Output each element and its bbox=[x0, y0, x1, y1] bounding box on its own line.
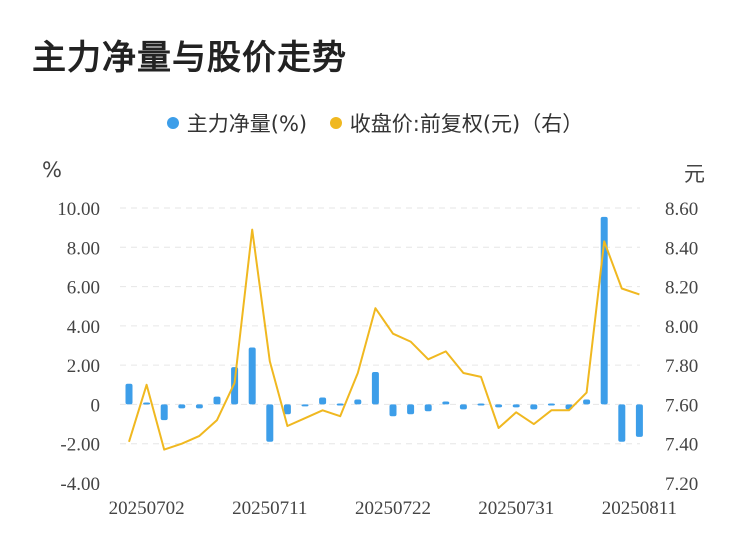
y-right-tick-label: 7.80 bbox=[665, 356, 698, 377]
net-volume-bar bbox=[389, 404, 397, 417]
net-volume-bar bbox=[143, 402, 151, 405]
y-left-tick-label: 4.00 bbox=[67, 317, 100, 338]
net-volume-bar bbox=[160, 404, 168, 421]
net-volume-bar bbox=[547, 403, 555, 406]
y-left-tick-label: -2.00 bbox=[60, 435, 100, 456]
close-price-line bbox=[128, 228, 640, 451]
y-left-tick-label: 0 bbox=[91, 395, 101, 416]
legend-label-close-price: 收盘价:前复权(元)（右） bbox=[349, 112, 584, 136]
y-right-tick-label: 8.20 bbox=[665, 278, 698, 299]
chart-title: 主力净量与股价走势 bbox=[32, 38, 347, 78]
left-axis-unit: % bbox=[42, 158, 62, 182]
x-tick-label: 20250702 bbox=[109, 498, 185, 519]
net-volume-bar bbox=[283, 404, 291, 415]
y-right-tick-label: 8.60 bbox=[665, 199, 698, 220]
y-left-tick-label: 6.00 bbox=[67, 278, 100, 299]
net-volume-bar bbox=[442, 401, 450, 405]
net-volume-bar bbox=[512, 404, 520, 408]
x-tick-label: 20250811 bbox=[602, 498, 677, 519]
net-volume-bar bbox=[336, 403, 344, 406]
y-right-tick-label: 7.60 bbox=[665, 395, 698, 416]
net-volume-bar bbox=[319, 397, 327, 405]
right-axis-unit: 元 bbox=[684, 162, 705, 186]
net-volume-bar bbox=[213, 396, 221, 405]
net-volume-bar bbox=[530, 404, 538, 410]
y-left-tick-label: 2.00 bbox=[67, 356, 100, 377]
x-tick-label: 20250722 bbox=[355, 498, 431, 519]
net-volume-bar bbox=[424, 404, 432, 412]
x-tick-label: 20250711 bbox=[232, 498, 307, 519]
net-volume-bar bbox=[583, 399, 591, 405]
net-volume-bar bbox=[371, 372, 379, 405]
legend-label-net-volume: 主力净量(%) bbox=[186, 112, 308, 136]
net-volume-bar bbox=[178, 404, 186, 409]
net-volume-bar bbox=[495, 404, 503, 408]
chart-legend: 主力净量(%) 收盘价:前复权(元)（右） bbox=[0, 108, 750, 138]
net-volume-bar bbox=[248, 347, 256, 405]
legend-item-close-price[interactable]: 收盘价:前复权(元)（右） bbox=[329, 108, 584, 138]
x-tick-label: 20250731 bbox=[478, 498, 554, 519]
net-volume-bar bbox=[477, 403, 485, 406]
net-volume-bar bbox=[266, 404, 274, 442]
legend-dot-line-icon bbox=[329, 117, 342, 129]
y-right-tick-label: 8.40 bbox=[665, 238, 698, 259]
y-left-tick-label: 8.00 bbox=[67, 238, 100, 259]
y-left-tick-label: 10.00 bbox=[57, 199, 100, 220]
y-right-tick-label: 7.20 bbox=[665, 474, 698, 495]
net-volume-bar bbox=[407, 404, 415, 415]
net-volume-bar bbox=[125, 383, 133, 405]
y-right-tick-label: 8.00 bbox=[665, 317, 698, 338]
net-volume-bar bbox=[231, 367, 239, 405]
net-volume-bar bbox=[301, 404, 309, 407]
net-volume-bar bbox=[459, 404, 467, 410]
net-volume-bar bbox=[618, 404, 626, 442]
net-volume-bar bbox=[635, 404, 643, 437]
net-volume-bar bbox=[354, 399, 362, 405]
legend-item-net-volume[interactable]: 主力净量(%) bbox=[166, 108, 308, 138]
y-left-tick-label: -4.00 bbox=[60, 474, 100, 495]
legend-dot-bar-icon bbox=[166, 117, 179, 129]
y-right-tick-label: 7.40 bbox=[665, 435, 698, 456]
net-volume-bar bbox=[195, 404, 203, 409]
